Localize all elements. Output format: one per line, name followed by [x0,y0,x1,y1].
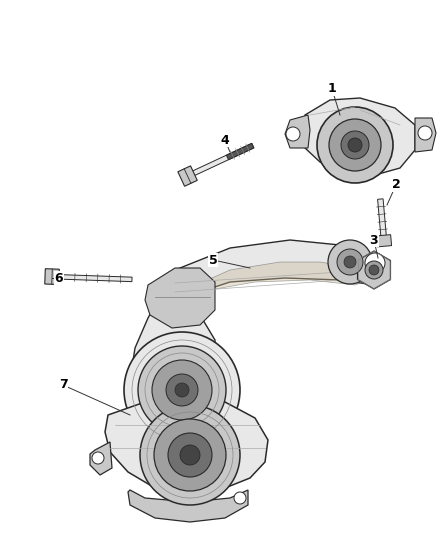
Circle shape [341,131,369,159]
Polygon shape [190,143,254,176]
Polygon shape [45,269,59,285]
Polygon shape [178,166,197,186]
Text: 7: 7 [59,378,67,392]
Circle shape [92,452,104,464]
Circle shape [369,265,379,275]
Polygon shape [130,298,215,428]
Polygon shape [376,235,392,247]
Circle shape [286,127,300,141]
Polygon shape [415,118,436,152]
Circle shape [365,261,383,279]
Text: 2: 2 [392,179,400,191]
Text: 3: 3 [370,233,378,246]
Circle shape [152,360,212,420]
Circle shape [124,332,240,448]
Polygon shape [90,442,112,475]
Polygon shape [128,490,248,522]
Circle shape [138,346,226,434]
Polygon shape [378,199,386,237]
Circle shape [348,138,362,152]
Polygon shape [105,398,268,492]
Polygon shape [178,262,375,305]
Circle shape [418,126,432,140]
Text: 1: 1 [328,83,336,95]
Polygon shape [285,115,310,148]
Text: 5: 5 [208,254,217,266]
Circle shape [329,119,381,171]
Polygon shape [155,240,385,308]
Circle shape [168,433,212,477]
Circle shape [175,383,189,397]
Circle shape [140,405,240,505]
Polygon shape [305,98,415,175]
Circle shape [317,107,393,183]
Text: 4: 4 [221,133,230,147]
Circle shape [154,419,226,491]
Circle shape [180,445,200,465]
Circle shape [344,256,356,268]
Circle shape [365,253,385,273]
Circle shape [337,249,363,275]
Polygon shape [226,143,254,160]
Circle shape [234,492,246,504]
Circle shape [166,374,198,406]
Text: 6: 6 [55,271,64,285]
Circle shape [328,240,372,284]
Polygon shape [52,274,132,281]
Polygon shape [145,268,215,328]
Polygon shape [357,251,390,289]
